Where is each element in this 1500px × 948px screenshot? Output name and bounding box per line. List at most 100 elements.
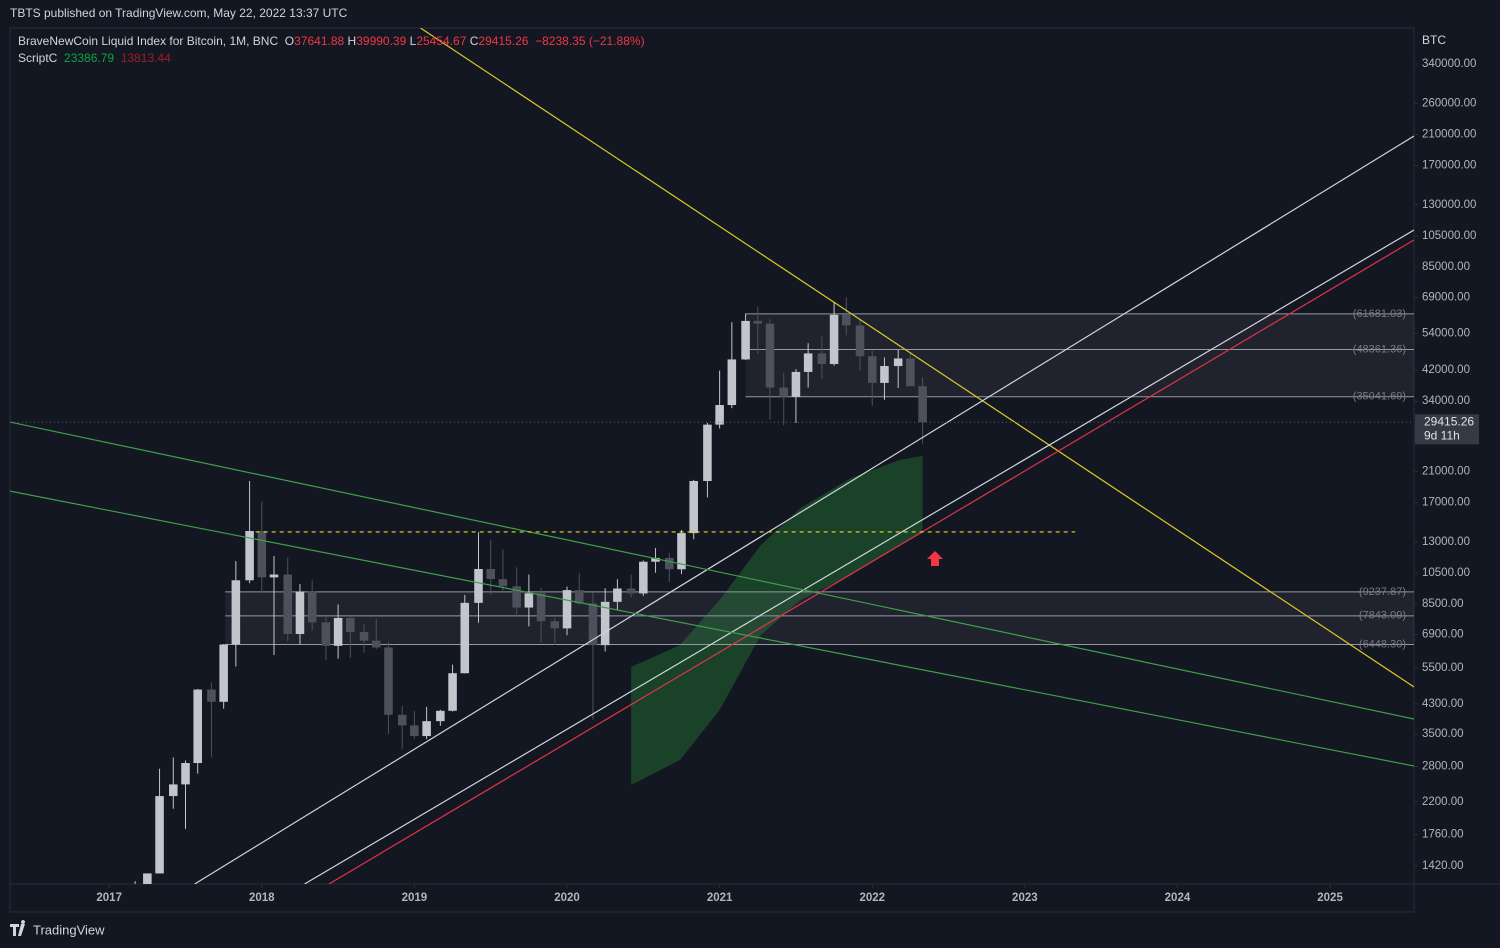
- candle-body: [333, 617, 343, 646]
- candle-body: [855, 325, 865, 357]
- x-tick-label: 2017: [96, 892, 122, 904]
- brand-name: TradingView: [33, 922, 105, 937]
- candle-body: [918, 386, 927, 423]
- y-tick-label: 3500.00: [1422, 728, 1464, 740]
- y-tick-label: 1420.00: [1422, 860, 1464, 872]
- candle-body: [193, 689, 202, 764]
- candle-body: [574, 590, 584, 604]
- candle-body: [486, 569, 495, 580]
- ohlc-key: H: [347, 34, 357, 48]
- y-tick-label: 170000.00: [1422, 160, 1476, 172]
- x-tick-label: 2018: [249, 892, 275, 904]
- candle-body: [715, 405, 724, 425]
- y-tick-label: 85000.00: [1422, 261, 1470, 273]
- y-axis-label: BTC: [1422, 33, 1446, 47]
- countdown-label: 9d 11h: [1424, 428, 1460, 442]
- trendline: [420, 28, 1414, 688]
- symbol-legend: BraveNewCoin Liquid Index for Bitcoin, 1…: [18, 34, 645, 48]
- plot-area: [10, 28, 1414, 884]
- indicator-band: [631, 455, 923, 786]
- change: −8238.35: [535, 34, 586, 48]
- arrow-annotation: [927, 551, 943, 566]
- ohlc-value: 39990.39: [356, 34, 407, 48]
- candle-body: [422, 721, 431, 737]
- candle-body: [295, 591, 305, 634]
- candle-body: [245, 531, 254, 581]
- candle-body: [842, 314, 851, 326]
- y-tick-label: 34000.00: [1422, 395, 1470, 407]
- y-tick-label: 130000.00: [1422, 199, 1476, 211]
- ohlc-key: L: [409, 34, 417, 48]
- candle-body: [207, 689, 216, 702]
- candle-body: [524, 593, 534, 608]
- x-tick-label: 2019: [402, 892, 428, 904]
- y-tick-label: 2800.00: [1422, 761, 1464, 773]
- range-level-label: (35041.69): [1353, 391, 1406, 403]
- symbol-name: BraveNewCoin Liquid Index for Bitcoin, 1…: [18, 34, 279, 48]
- y-tick-label: 260000.00: [1422, 97, 1476, 109]
- candle-body: [600, 601, 610, 646]
- ohlc-key: O: [284, 34, 295, 48]
- candle-body: [677, 533, 686, 570]
- indicator-legend: ScriptC 23386.79 13813.44: [18, 51, 171, 65]
- y-tick-label: 4300.00: [1422, 698, 1464, 710]
- candle-body: [588, 603, 598, 646]
- candle-body: [651, 557, 660, 562]
- candle-body: [765, 323, 775, 388]
- candle-body: [307, 591, 317, 623]
- candle-body: [727, 359, 737, 406]
- panel: [9, 27, 1415, 913]
- ohlc-value: 37641.88: [294, 34, 345, 48]
- trendline: [10, 421, 1414, 720]
- candle-body: [536, 593, 546, 622]
- candle-body: [613, 588, 622, 602]
- y-tick-label: 8500.00: [1422, 598, 1464, 610]
- x-tick-label: 2023: [1012, 892, 1038, 904]
- candle-body: [639, 561, 648, 594]
- y-tick-label: 210000.00: [1422, 129, 1476, 141]
- candle-body: [626, 588, 636, 594]
- ohlc-key: C: [469, 34, 479, 48]
- candle-body: [703, 424, 712, 482]
- candle-body: [448, 673, 457, 711]
- candle-body: [893, 358, 903, 367]
- candle-body: [779, 387, 788, 397]
- y-tick-label: 21000.00: [1422, 466, 1470, 478]
- y-tick-label: 10500.00: [1422, 567, 1470, 579]
- candle-body: [741, 320, 750, 360]
- range-level-label: (6448.30): [1359, 638, 1406, 650]
- y-tick-label: 54000.00: [1422, 327, 1470, 339]
- range-level-label: (61681.03): [1353, 308, 1406, 320]
- last-price-label: 29415.26: [1424, 414, 1474, 428]
- candle-body: [829, 314, 839, 365]
- candle-body: [269, 574, 279, 578]
- change-pct: (−21.88%): [588, 34, 645, 48]
- indicator-lower: 13813.44: [120, 51, 171, 65]
- x-tick-label: 2022: [859, 892, 885, 904]
- y-tick-label: 105000.00: [1422, 230, 1476, 242]
- candle-body: [371, 640, 381, 648]
- candle-body: [384, 647, 393, 715]
- ohlc-value: 25454.67: [416, 34, 467, 48]
- candle-body: [169, 784, 178, 797]
- candle-body: [906, 358, 915, 387]
- candle-body: [803, 353, 813, 372]
- candle-body: [460, 602, 470, 674]
- y-tick-label: 1760.00: [1422, 829, 1464, 841]
- candle-body: [436, 710, 445, 722]
- indicator-upper: 23386.79: [64, 51, 115, 65]
- publish-header: TBTS published on TradingView.com, May 2…: [10, 6, 348, 20]
- y-tick-label: 5500.00: [1422, 662, 1464, 674]
- trendline: [10, 490, 1414, 767]
- x-tick-label: 2024: [1165, 892, 1191, 904]
- candle-body: [753, 320, 763, 324]
- range-level-label: (7843.09): [1359, 610, 1406, 622]
- range-level-label: (9237.87): [1359, 586, 1406, 598]
- candle-body: [817, 353, 827, 365]
- indicator-name: ScriptC: [18, 51, 58, 65]
- candle-body: [689, 481, 698, 534]
- x-tick-label: 2025: [1317, 892, 1343, 904]
- ohlc-value: 29415.26: [478, 34, 529, 48]
- y-tick-label: 69000.00: [1422, 292, 1470, 304]
